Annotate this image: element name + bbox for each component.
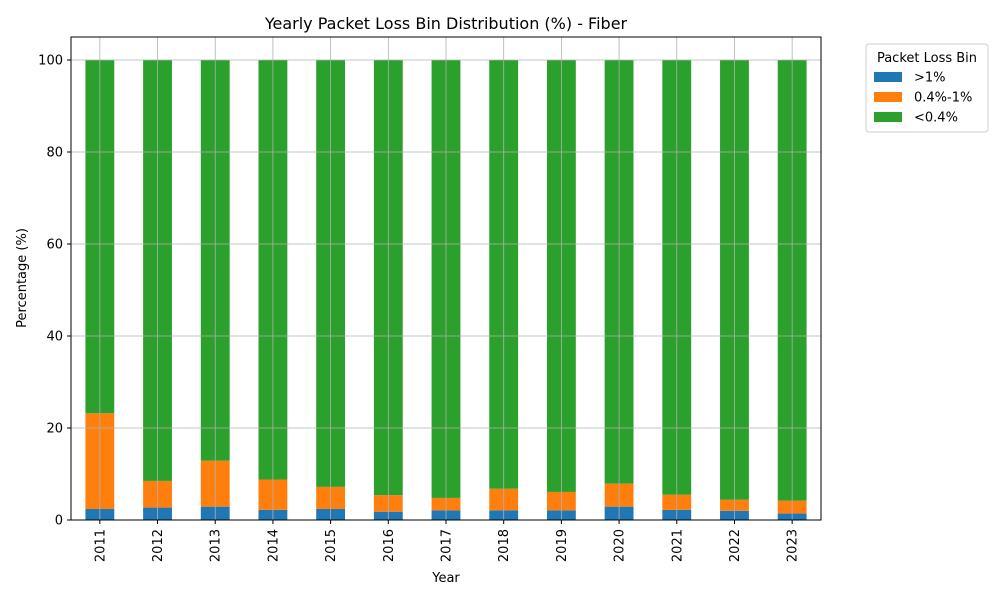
- x-tick-label: 2012: [151, 529, 166, 562]
- x-tick-label: 2020: [613, 529, 628, 562]
- legend-entry-label: >1%: [914, 71, 946, 86]
- legend-swatch: [874, 92, 902, 102]
- x-tick-label: 2013: [209, 529, 224, 562]
- y-axis-label: Percentage (%): [15, 228, 30, 328]
- y-tick-label: 80: [46, 146, 63, 161]
- x-tick-label: 2023: [786, 529, 801, 562]
- legend-title: Packet Loss Bin: [877, 51, 977, 66]
- x-tick-label: 2021: [670, 529, 685, 562]
- y-tick-label: 60: [46, 238, 63, 253]
- chart-title: Yearly Packet Loss Bin Distribution (%) …: [264, 14, 628, 33]
- grid-overlay: [71, 37, 821, 521]
- legend-swatch: [874, 112, 902, 122]
- legend-swatch: [874, 72, 902, 82]
- x-axis-label: Year: [431, 571, 460, 586]
- x-tick-label: 2022: [728, 529, 743, 562]
- y-tick-label: 0: [55, 514, 63, 529]
- legend-entry-label: 0.4%-1%: [914, 91, 972, 106]
- x-tick-label: 2016: [382, 529, 397, 562]
- legend-frame: [865, 43, 989, 133]
- x-tick-label: 2017: [440, 529, 455, 562]
- legend-entry-label: <0.4%: [914, 111, 958, 126]
- x-tick-label: 2019: [555, 529, 570, 562]
- x-tick-label: 2018: [497, 529, 512, 562]
- x-axis: 2011 2012 2013 2014 2015 2016 2017 2018 2019 2020…: [93, 520, 801, 562]
- y-tick-label: 40: [46, 330, 63, 345]
- y-tick-label: 20: [46, 422, 63, 437]
- y-tick-label: 100: [38, 54, 63, 69]
- y-axis: 0 20 40 60 80 100: [38, 54, 71, 529]
- x-tick-label: 2011: [93, 529, 108, 562]
- legend: Packet Loss Bin >1% 0.4%-1% <0.4%: [865, 43, 989, 133]
- x-tick-label: 2015: [324, 529, 339, 562]
- x-tick-label: 2014: [266, 529, 281, 562]
